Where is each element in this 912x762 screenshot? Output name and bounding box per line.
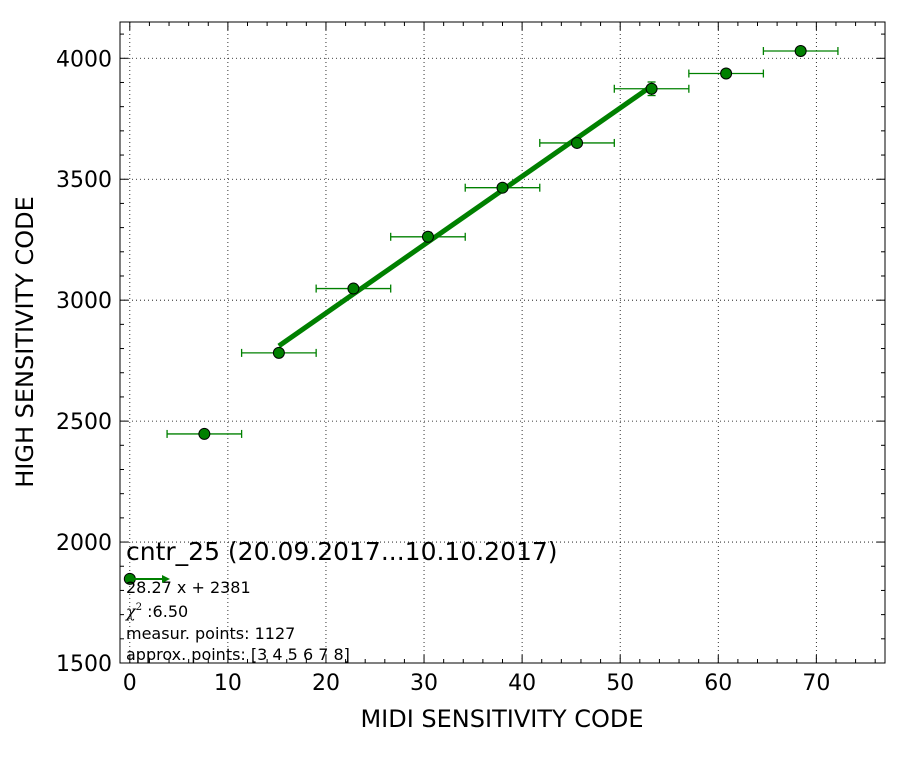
y-tick-label: 1500 [56,652,112,677]
data-points [123,45,807,585]
x-tick-label: 20 [312,671,340,696]
x-tick-label: 50 [606,671,634,696]
annotation-box: cntr_25 (20.09.2017...10.10.2017) 28.27 … [125,537,558,664]
fit-line [277,84,654,349]
data-point [272,346,285,359]
y-axis-label: HIGH SENSITIVITY CODE [11,196,39,488]
minor-ticks [120,22,885,663]
x-tick-label: 40 [508,671,536,696]
x-tick-label: 0 [123,671,137,696]
x-tick-label: 30 [410,671,438,696]
data-point [347,282,360,295]
y-tick-labels: 1500 2000 2500 3000 3500 4000 [56,47,112,677]
x-tick-labels: 0 10 20 30 40 50 60 70 [123,671,831,696]
x-axis-label: MIDI SENSITIVITY CODE [360,705,643,733]
x-tick-label: 10 [214,671,242,696]
data-point [198,427,211,440]
data-point [794,45,807,58]
chi-symbol: χ [125,602,137,621]
y-tick-label: 4000 [56,47,112,72]
data-point [645,82,658,95]
fit-legend-label: 28.27 x + 2381 [126,578,251,597]
y-tick-label: 2500 [56,410,112,435]
x-tick-label: 60 [704,671,732,696]
annotation-title: cntr_25 (20.09.2017...10.10.2017) [126,537,558,566]
y-tick-label: 3000 [56,289,112,314]
data-point [421,230,434,243]
legend-arrow [132,575,170,583]
y-tick-label: 2000 [56,531,112,556]
chi-value: :6.50 [142,602,188,621]
y-tick-label: 3500 [56,168,112,193]
measur-points-label: measur. points: 1127 [126,624,295,643]
chi-square-label: χ2 :6.50 [125,602,188,621]
data-point [571,136,584,149]
fit-line-group [277,84,654,349]
chi-superscript: 2 [136,602,142,613]
major-ticks [120,22,885,664]
error-bars [166,47,839,438]
approx-points-label: approx. points: [3 4 5 6 7 8] [126,645,350,664]
x-tick-label: 70 [802,671,830,696]
data-point [720,67,733,80]
plot-frame [119,21,886,664]
grid [120,22,885,664]
data-point [496,181,509,194]
